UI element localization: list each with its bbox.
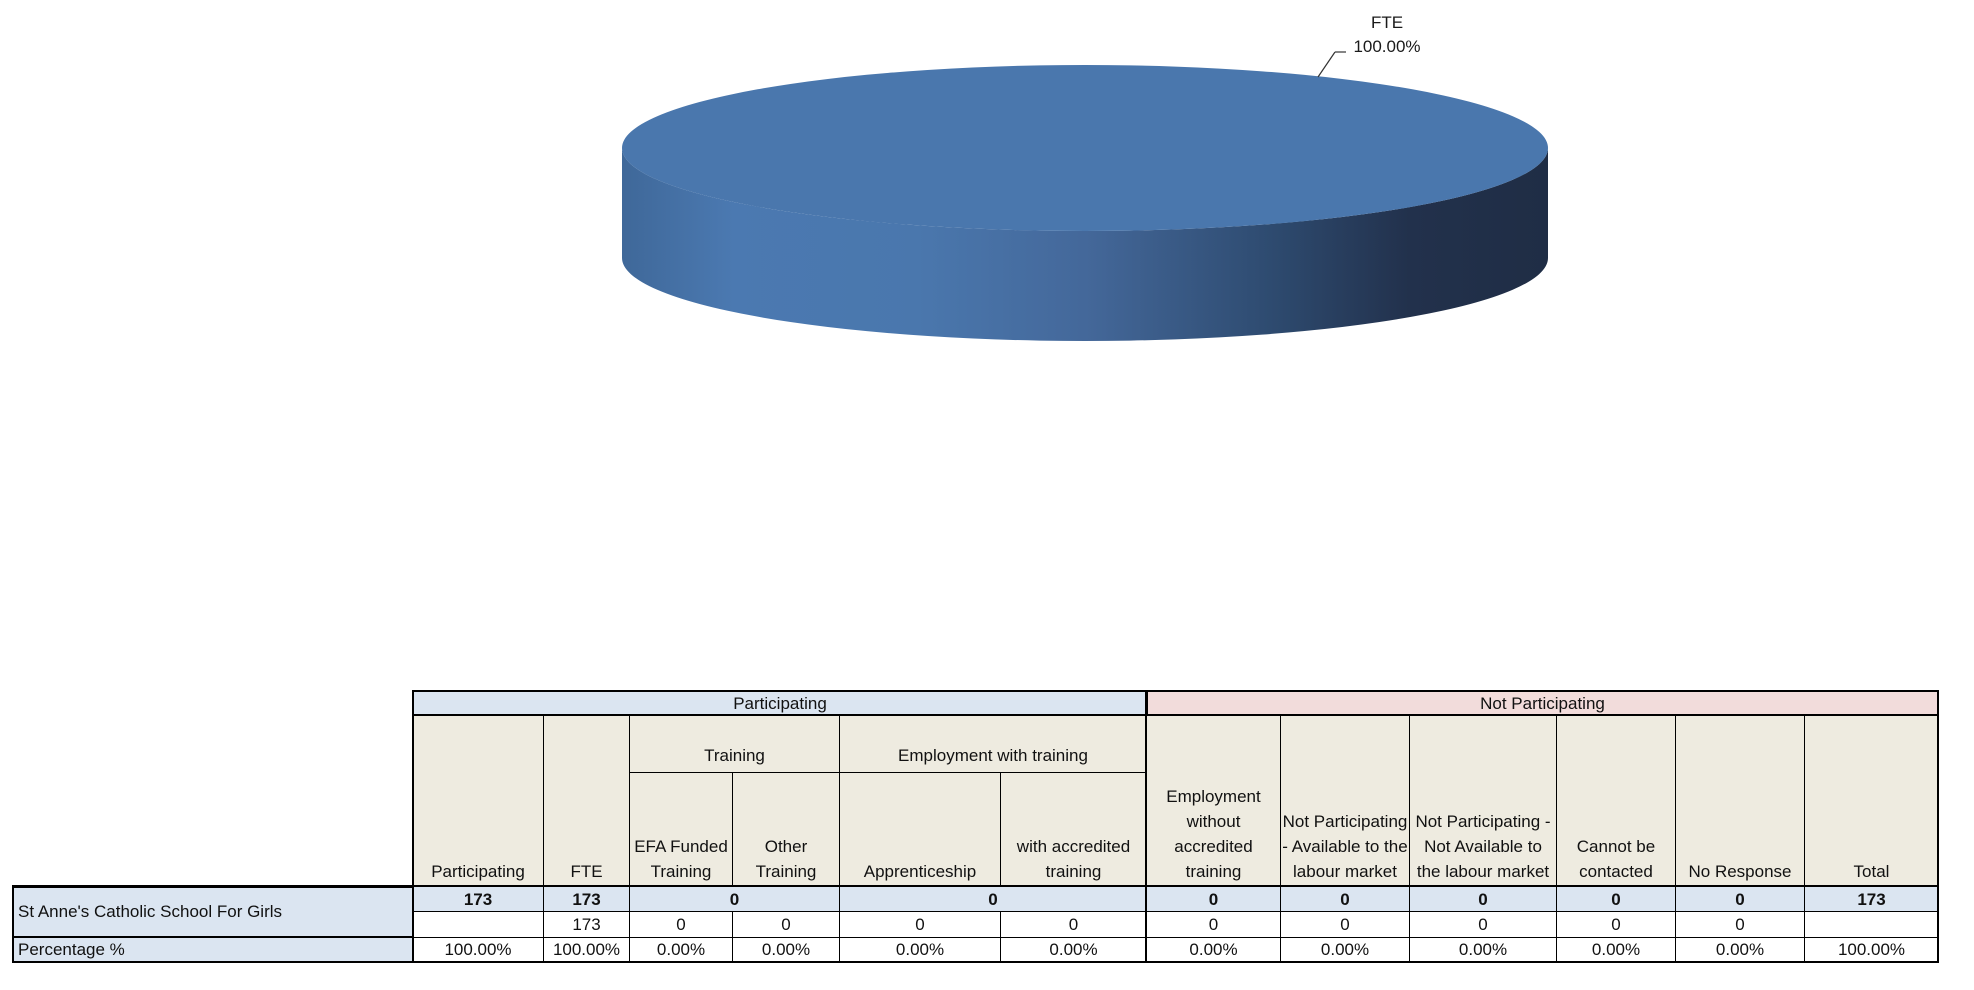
total-participating: 173	[412, 886, 544, 912]
table-frame-header-bottom	[12, 885, 1939, 887]
pct-fte: 100.00%	[543, 937, 630, 963]
header-fte: FTE	[543, 715, 630, 887]
header-no-response: No Response	[1675, 715, 1805, 887]
detail-fte: 173	[543, 911, 630, 938]
header-np-not-available: Not Participating - Not Available to the…	[1409, 715, 1557, 887]
band-participating: Participating	[412, 690, 1148, 716]
slice-label-value: 100.00%	[1353, 37, 1420, 56]
table-frame-divider	[1145, 690, 1147, 963]
header-employment-without-accredited: Employment without accredited training	[1146, 715, 1281, 887]
pie-slice-fte	[622, 65, 1548, 231]
total-training: 0	[629, 886, 840, 912]
header-np-available: Not Participating - Available to the lab…	[1280, 715, 1410, 887]
pie-slice-side	[622, 148, 1548, 341]
detail-np-not-available: 0	[1409, 911, 1557, 938]
total-fte: 173	[543, 886, 630, 912]
total-np-available: 0	[1280, 886, 1410, 912]
detail-total	[1804, 911, 1939, 938]
total-np-not-available: 0	[1409, 886, 1557, 912]
band-not-participating: Not Participating	[1146, 690, 1939, 716]
pct-with-accredited: 0.00%	[1000, 937, 1147, 963]
total-total: 173	[1804, 886, 1939, 912]
pct-apprenticeship: 0.00%	[839, 937, 1001, 963]
pct-cannot-contact: 0.00%	[1556, 937, 1676, 963]
pct-np-available: 0.00%	[1280, 937, 1410, 963]
total-cannot-contact: 0	[1556, 886, 1676, 912]
detail-with-accredited: 0	[1000, 911, 1147, 938]
detail-participating	[412, 911, 544, 938]
slice-leader-line	[1317, 51, 1336, 78]
detail-efa-funded: 0	[629, 911, 733, 938]
header-with-accredited-training: with accredited training	[1000, 772, 1147, 887]
pct-efa-funded: 0.00%	[629, 937, 733, 963]
detail-other-training: 0	[732, 911, 840, 938]
header-apprenticeship: Apprenticeship	[839, 772, 1001, 887]
detail-employment-without: 0	[1146, 911, 1281, 938]
pct-other-training: 0.00%	[732, 937, 840, 963]
pie-chart: FTE 100.00%	[0, 0, 1974, 420]
header-efa-funded-training: EFA Funded Training	[629, 772, 733, 887]
detail-cannot-contact: 0	[1556, 911, 1676, 938]
header-cannot-be-contacted: Cannot be contacted	[1556, 715, 1676, 887]
pct-no-response: 0.00%	[1675, 937, 1805, 963]
header-group-employment: Employment with training	[839, 715, 1147, 772]
table-frame-right	[1937, 690, 1939, 963]
header-other-training: Other Training	[732, 772, 840, 887]
detail-apprenticeship: 0	[839, 911, 1001, 938]
row-label-school: St Anne's Catholic School For Girls	[12, 886, 413, 938]
header-group-training: Training	[629, 715, 840, 772]
header-participating: Participating	[412, 715, 544, 887]
header-total: Total	[1804, 715, 1939, 887]
row-label-percentage: Percentage %	[12, 937, 413, 963]
pct-employment-without: 0.00%	[1146, 937, 1281, 963]
pie-chart-svg: FTE 100.00%	[622, 13, 1548, 341]
total-no-response: 0	[1675, 886, 1805, 912]
pct-np-not-available: 0.00%	[1409, 937, 1557, 963]
detail-no-response: 0	[1675, 911, 1805, 938]
table-frame-left	[412, 690, 414, 963]
pct-total: 100.00%	[1804, 937, 1939, 963]
total-employment-without: 0	[1146, 886, 1281, 912]
detail-np-available: 0	[1280, 911, 1410, 938]
pct-participating: 100.00%	[412, 937, 544, 963]
slice-label-name: FTE	[1371, 13, 1403, 32]
total-employment-with-training: 0	[839, 886, 1147, 912]
